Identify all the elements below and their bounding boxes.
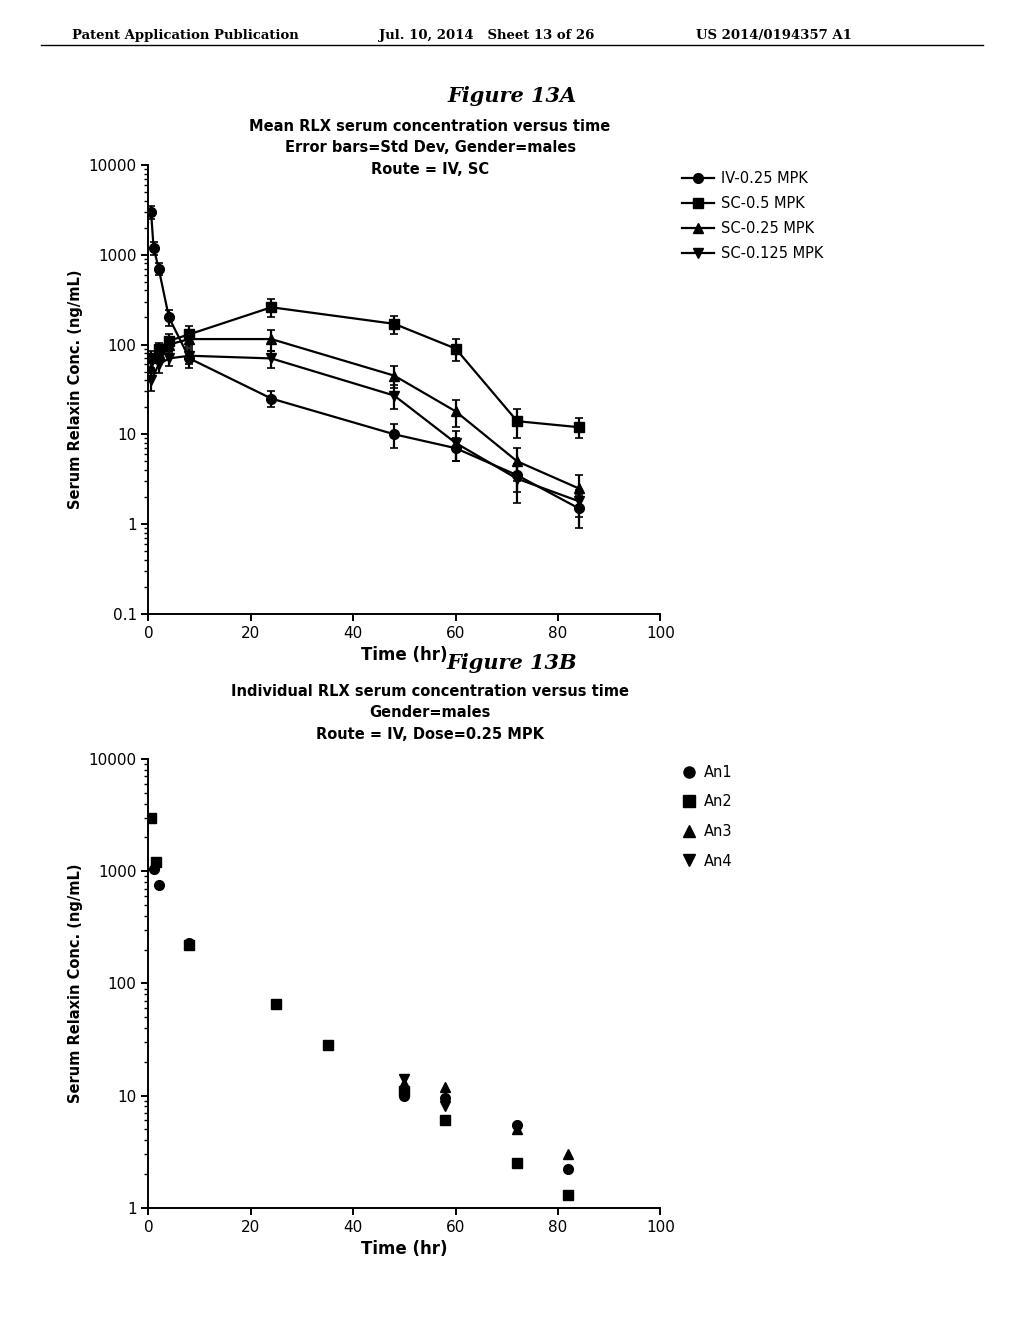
- X-axis label: Time (hr): Time (hr): [361, 1241, 447, 1258]
- Text: Figure 13A: Figure 13A: [447, 86, 577, 106]
- Legend: An1, An2, An3, An4: An1, An2, An3, An4: [676, 759, 738, 874]
- Text: US 2014/0194357 A1: US 2014/0194357 A1: [696, 29, 852, 42]
- Text: Individual RLX serum concentration versus time
Gender=males
Route = IV, Dose=0.2: Individual RLX serum concentration versu…: [231, 684, 629, 742]
- Y-axis label: Serum Relaxin Conc. (ng/mL): Serum Relaxin Conc. (ng/mL): [68, 269, 83, 510]
- Text: Patent Application Publication: Patent Application Publication: [72, 29, 298, 42]
- Y-axis label: Serum Relaxin Conc. (ng/mL): Serum Relaxin Conc. (ng/mL): [68, 863, 83, 1104]
- X-axis label: Time (hr): Time (hr): [361, 647, 447, 664]
- Text: Figure 13B: Figure 13B: [446, 653, 578, 673]
- Text: Jul. 10, 2014   Sheet 13 of 26: Jul. 10, 2014 Sheet 13 of 26: [379, 29, 594, 42]
- Legend: IV-0.25 MPK, SC-0.5 MPK, SC-0.25 MPK, SC-0.125 MPK: IV-0.25 MPK, SC-0.5 MPK, SC-0.25 MPK, SC…: [676, 165, 829, 267]
- Text: Mean RLX serum concentration versus time
Error bars=Std Dev, Gender=males
Route : Mean RLX serum concentration versus time…: [250, 119, 610, 177]
